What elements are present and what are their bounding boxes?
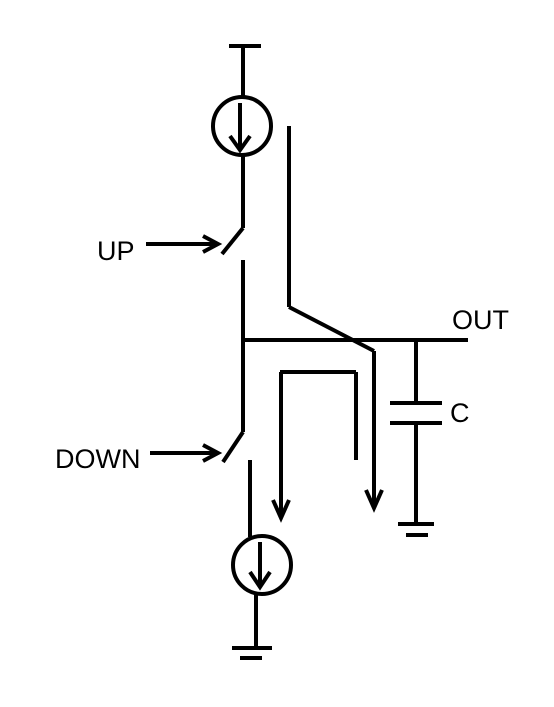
- bottom-current-source: [231, 534, 293, 596]
- down-switch: [221, 430, 252, 537]
- charge-current-arrow: [287, 126, 384, 513]
- top-current-source: [211, 95, 273, 157]
- up-label: UP: [97, 236, 135, 266]
- ground-symbol-bottom: [232, 594, 272, 660]
- up-input-arrow: [146, 234, 223, 254]
- down-label: DOWN: [55, 444, 140, 474]
- out-label: OUT: [452, 305, 509, 335]
- supply-rail: [229, 44, 261, 98]
- capacitor-label: C: [450, 398, 470, 428]
- capacitor: [390, 340, 442, 524]
- discharge-current-arrows: [271, 370, 358, 523]
- ground-symbol-capacitor: [398, 522, 434, 537]
- up-switch: [220, 226, 245, 340]
- down-input-arrow: [150, 443, 223, 463]
